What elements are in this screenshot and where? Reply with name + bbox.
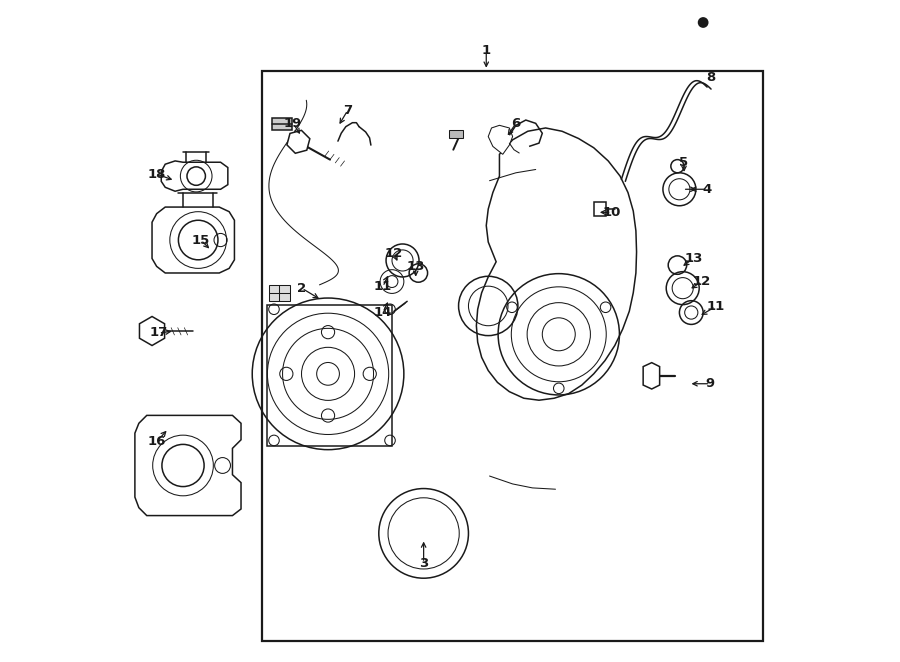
Polygon shape [152, 207, 234, 273]
Text: 9: 9 [706, 377, 715, 390]
Text: 17: 17 [149, 326, 167, 340]
Text: 18: 18 [148, 167, 166, 181]
Polygon shape [644, 363, 660, 389]
Text: 4: 4 [703, 183, 712, 196]
Polygon shape [140, 316, 165, 346]
Text: 16: 16 [148, 435, 166, 448]
Bar [262, 71, 763, 641]
Polygon shape [161, 161, 228, 191]
Bar [266, 305, 392, 446]
Text: 11: 11 [374, 280, 392, 293]
Text: 13: 13 [407, 260, 425, 273]
Text: 8: 8 [706, 71, 715, 83]
Text: 11: 11 [706, 300, 724, 313]
Text: 13: 13 [684, 252, 702, 265]
Bar [449, 130, 463, 138]
Bar [269, 285, 290, 301]
Text: 12: 12 [693, 275, 711, 288]
Text: 19: 19 [284, 117, 302, 130]
Polygon shape [135, 415, 241, 516]
Text: 15: 15 [192, 234, 210, 246]
Text: 7: 7 [343, 104, 353, 117]
Circle shape [698, 18, 707, 27]
Text: 12: 12 [385, 247, 403, 260]
Polygon shape [488, 125, 513, 154]
Polygon shape [476, 128, 636, 401]
Text: 6: 6 [511, 117, 520, 130]
Polygon shape [287, 130, 310, 154]
Text: 3: 3 [419, 557, 428, 569]
Text: 1: 1 [482, 44, 490, 58]
Bar [594, 202, 606, 216]
Text: 2: 2 [297, 281, 306, 295]
Text: 5: 5 [680, 156, 688, 169]
Text: 14: 14 [374, 306, 392, 319]
Text: 10: 10 [602, 206, 621, 219]
Bar [272, 118, 292, 130]
